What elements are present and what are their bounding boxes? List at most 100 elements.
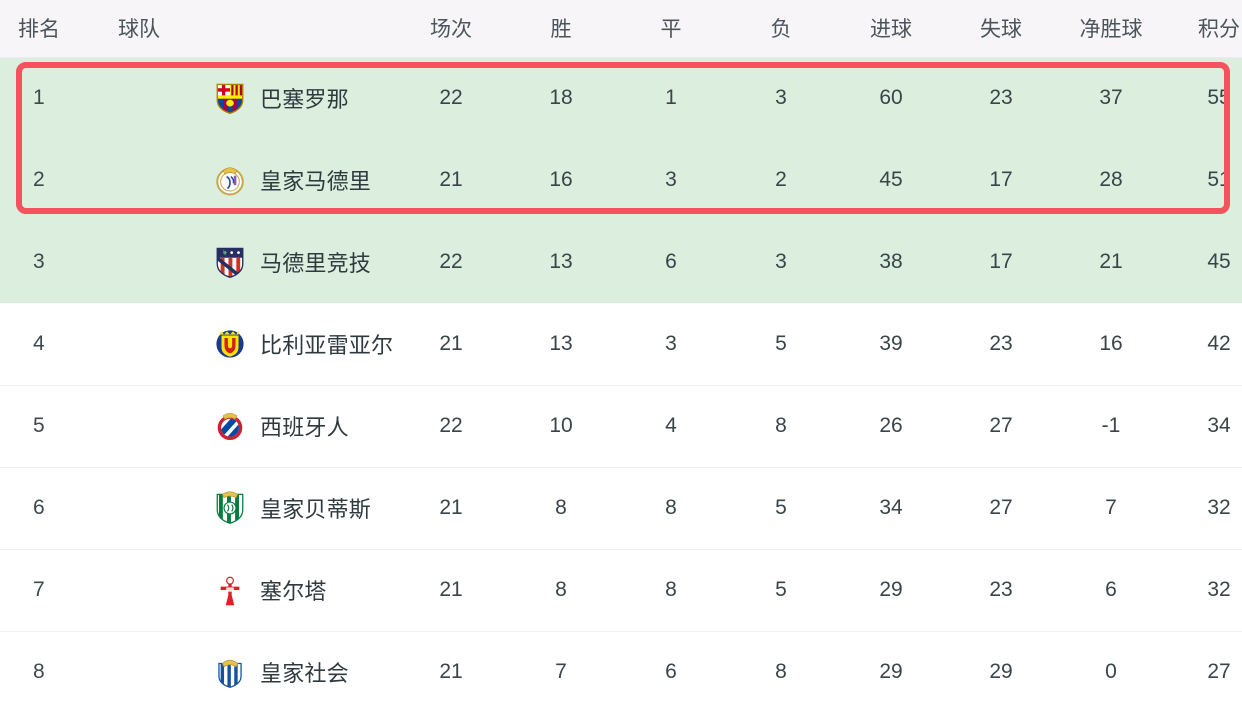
cell-goals-against: 23	[946, 548, 1056, 631]
column-header-points[interactable]: 积分	[1166, 0, 1242, 58]
cell-points: 27	[1166, 630, 1242, 713]
cell-win: 18	[549, 86, 573, 110]
cell-goals-for: 26	[836, 384, 946, 467]
cell-loss: 3	[775, 249, 787, 273]
cell-goal-diff: -1	[1056, 384, 1166, 467]
cell-goals-against: 17	[989, 249, 1013, 273]
table-header: 排名 球队 场次 胜 平 负 进球 失球 净胜球 积分	[0, 0, 1242, 58]
team-name: 塞尔塔	[260, 579, 327, 604]
column-header-goals-for[interactable]: 进球	[836, 0, 946, 58]
cell-win: 8	[506, 466, 616, 549]
cell-played: 21	[396, 630, 506, 713]
table-row[interactable]: 3 马德里竞技 22 13 6 3 38 17 21 45	[0, 221, 1242, 303]
table-row[interactable]: 4 比利亚雷亚尔 21 13 3 5 39 23 16 42	[0, 302, 1242, 385]
table-body: 1 巴塞罗那 22 18 1 3 60 23 37 55 2 皇家马德里 21 16 3 2 45 17 28 51 3…	[0, 57, 1242, 713]
cell-played: 21	[439, 168, 463, 191]
cell-draw: 1	[665, 86, 677, 110]
cell-goals-for: 60	[879, 86, 903, 110]
cell-points: 51	[1207, 168, 1231, 191]
team-name: 比利亚雷亚尔	[260, 333, 394, 358]
cell-rank: 6	[0, 466, 96, 549]
cell-points: 34	[1166, 384, 1242, 467]
team-name: 皇家社会	[260, 661, 349, 687]
cell-loss: 2	[775, 168, 787, 191]
cell-rank: 4	[0, 302, 96, 385]
cell-team[interactable]: 皇家马德里	[96, 139, 396, 221]
cell-rank: 3	[33, 249, 45, 273]
cell-team[interactable]: 塞尔塔	[96, 548, 396, 631]
cell-goals-against: 27	[946, 384, 1056, 467]
barcelona-crest	[213, 81, 247, 115]
real-madrid-crest	[213, 163, 247, 197]
cell-win: 13	[506, 302, 616, 385]
cell-goals-against: 17	[989, 168, 1013, 191]
cell-loss: 5	[726, 548, 836, 631]
cell-draw: 3	[665, 168, 677, 191]
column-header-team[interactable]: 球队	[96, 0, 396, 58]
cell-goal-diff: 28	[1099, 168, 1123, 191]
cell-loss: 3	[775, 86, 787, 110]
column-header-played[interactable]: 场次	[396, 0, 506, 58]
cell-draw: 6	[616, 630, 726, 713]
team-name: 西班牙人	[260, 415, 349, 440]
cell-draw: 8	[616, 548, 726, 631]
cell-goal-diff: 0	[1056, 630, 1166, 713]
cell-loss: 5	[726, 302, 836, 385]
cell-goals-for: 38	[879, 249, 903, 273]
column-header-loss[interactable]: 负	[726, 0, 836, 58]
column-header-goals-against[interactable]: 失球	[946, 0, 1056, 58]
column-header-rank[interactable]: 排名	[0, 0, 96, 58]
cell-win: 10	[506, 384, 616, 467]
cell-goals-against: 29	[946, 630, 1056, 713]
table-row[interactable]: 6 皇家贝蒂斯 21 8 8 5 34 27 7 32	[0, 466, 1242, 549]
cell-rank: 5	[0, 384, 96, 467]
cell-goals-against: 23	[989, 86, 1013, 110]
cell-team[interactable]: 皇家社会	[96, 630, 396, 713]
cell-team[interactable]: 马德里竞技	[96, 221, 396, 303]
cell-goals-for: 29	[836, 548, 946, 631]
cell-goals-for: 39	[836, 302, 946, 385]
cell-played: 21	[396, 466, 506, 549]
table-row[interactable]: 2 皇家马德里 21 16 3 2 45 17 28 51	[0, 139, 1242, 221]
cell-team[interactable]: 西班牙人	[96, 384, 396, 467]
team-name: 巴塞罗那	[260, 87, 349, 113]
cell-team[interactable]: 皇家贝蒂斯	[96, 466, 396, 549]
team-name: 皇家贝蒂斯	[260, 497, 372, 522]
table-row[interactable]: 7 塞尔塔 21 8 8 5 29 23 6 32	[0, 548, 1242, 631]
cell-draw: 3	[616, 302, 726, 385]
cell-played: 21	[396, 302, 506, 385]
cell-team[interactable]: 比利亚雷亚尔	[96, 302, 396, 385]
cell-goal-diff: 16	[1056, 302, 1166, 385]
cell-goal-diff: 6	[1056, 548, 1166, 631]
villarreal-crest	[213, 327, 247, 361]
column-header-goal-diff[interactable]: 净胜球	[1056, 0, 1166, 58]
cell-team[interactable]: 巴塞罗那	[96, 57, 396, 139]
table-row[interactable]: 1 巴塞罗那 22 18 1 3 60 23 37 55	[0, 57, 1242, 139]
cell-points: 45	[1207, 249, 1231, 273]
cell-goals-against: 27	[946, 466, 1056, 549]
cell-goals-against: 23	[946, 302, 1056, 385]
cell-points: 32	[1166, 548, 1242, 631]
espanyol-crest	[213, 409, 247, 443]
celta-vigo-crest	[213, 573, 247, 607]
cell-draw: 4	[616, 384, 726, 467]
cell-win: 13	[549, 249, 573, 273]
team-name: 马德里竞技	[260, 250, 372, 276]
cell-points: 55	[1207, 86, 1231, 110]
atletico-madrid-crest	[213, 245, 247, 279]
cell-rank: 8	[0, 630, 96, 713]
real-sociedad-crest	[213, 655, 247, 689]
cell-win: 8	[506, 548, 616, 631]
table-row[interactable]: 8 皇家社会 21 7 6 8 29 29 0 27	[0, 630, 1242, 713]
column-header-draw[interactable]: 平	[616, 0, 726, 58]
table-row[interactable]: 5 西班牙人 22 10 4 8 26 27 -1 34	[0, 384, 1242, 467]
cell-goal-diff: 21	[1099, 249, 1123, 273]
cell-goal-diff: 37	[1099, 86, 1123, 110]
cell-goals-for: 45	[879, 168, 903, 191]
cell-points: 32	[1166, 466, 1242, 549]
column-header-win[interactable]: 胜	[506, 0, 616, 58]
cell-draw: 8	[616, 466, 726, 549]
header-row: 排名 球队 场次 胜 平 负 进球 失球 净胜球 积分	[0, 0, 1242, 58]
